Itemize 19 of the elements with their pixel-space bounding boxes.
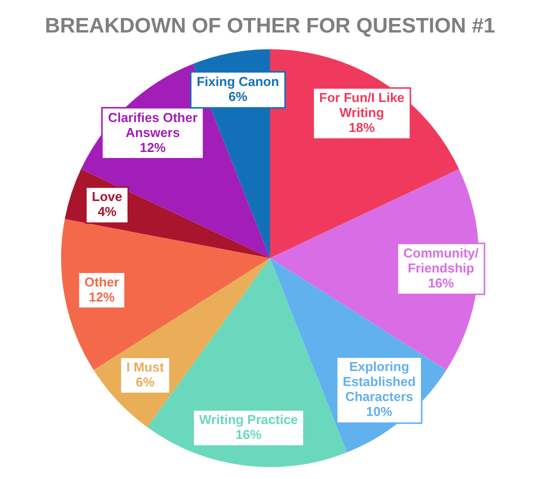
data-label: 18%	[348, 120, 376, 136]
slice-label: Other	[84, 274, 120, 290]
data-label: 12%	[88, 289, 116, 304]
slice-label: I Must	[126, 359, 165, 374]
data-label: 4%	[98, 204, 117, 220]
slice-label: Fixing Canon	[196, 74, 280, 89]
slice-label: Clarifies Other Answers	[108, 110, 198, 140]
slice-label: Community/ Friendship	[403, 245, 479, 276]
data-label: 16%	[428, 275, 454, 290]
data-label: 12%	[140, 140, 166, 155]
slice-label: Exploring Established Characters	[342, 359, 416, 404]
slice-label: Writing Practice	[199, 412, 298, 428]
data-label: 16%	[236, 427, 262, 442]
data-label: 6%	[136, 374, 155, 390]
slice-label: Love	[92, 189, 122, 204]
chart-title: BREAKDOWN OF OTHER FOR QUESTION #1	[44, 14, 496, 38]
data-label: 10%	[366, 404, 393, 420]
data-label: 6%	[228, 88, 248, 104]
slice-label: For Fun/I Like Writing	[319, 90, 404, 120]
